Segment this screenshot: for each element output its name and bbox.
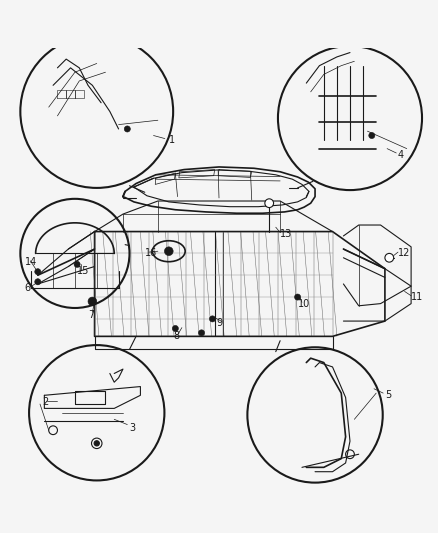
Text: 12: 12 — [398, 248, 410, 259]
Text: 3: 3 — [130, 423, 136, 433]
Text: 5: 5 — [385, 390, 391, 400]
Text: 2: 2 — [42, 397, 49, 407]
Circle shape — [198, 330, 205, 336]
Text: 6: 6 — [25, 284, 31, 293]
Circle shape — [124, 126, 131, 132]
Text: 15: 15 — [77, 266, 89, 276]
Circle shape — [35, 269, 41, 275]
Text: 11: 11 — [411, 292, 424, 302]
Circle shape — [88, 297, 97, 306]
Text: 4: 4 — [398, 150, 404, 160]
Text: 8: 8 — [173, 332, 179, 341]
Text: 1: 1 — [169, 135, 175, 145]
Circle shape — [369, 133, 375, 139]
Circle shape — [385, 253, 394, 262]
Circle shape — [94, 441, 99, 446]
Text: 9: 9 — [217, 318, 223, 328]
Circle shape — [35, 279, 41, 285]
Text: 7: 7 — [88, 310, 94, 319]
Text: 10: 10 — [297, 298, 310, 309]
Circle shape — [74, 261, 80, 268]
Circle shape — [265, 199, 274, 207]
Text: 16: 16 — [145, 248, 157, 259]
Circle shape — [294, 294, 300, 300]
Text: 14: 14 — [25, 257, 37, 267]
Text: 13: 13 — [280, 229, 293, 239]
Circle shape — [209, 316, 215, 322]
Circle shape — [172, 326, 178, 332]
Circle shape — [164, 247, 173, 256]
